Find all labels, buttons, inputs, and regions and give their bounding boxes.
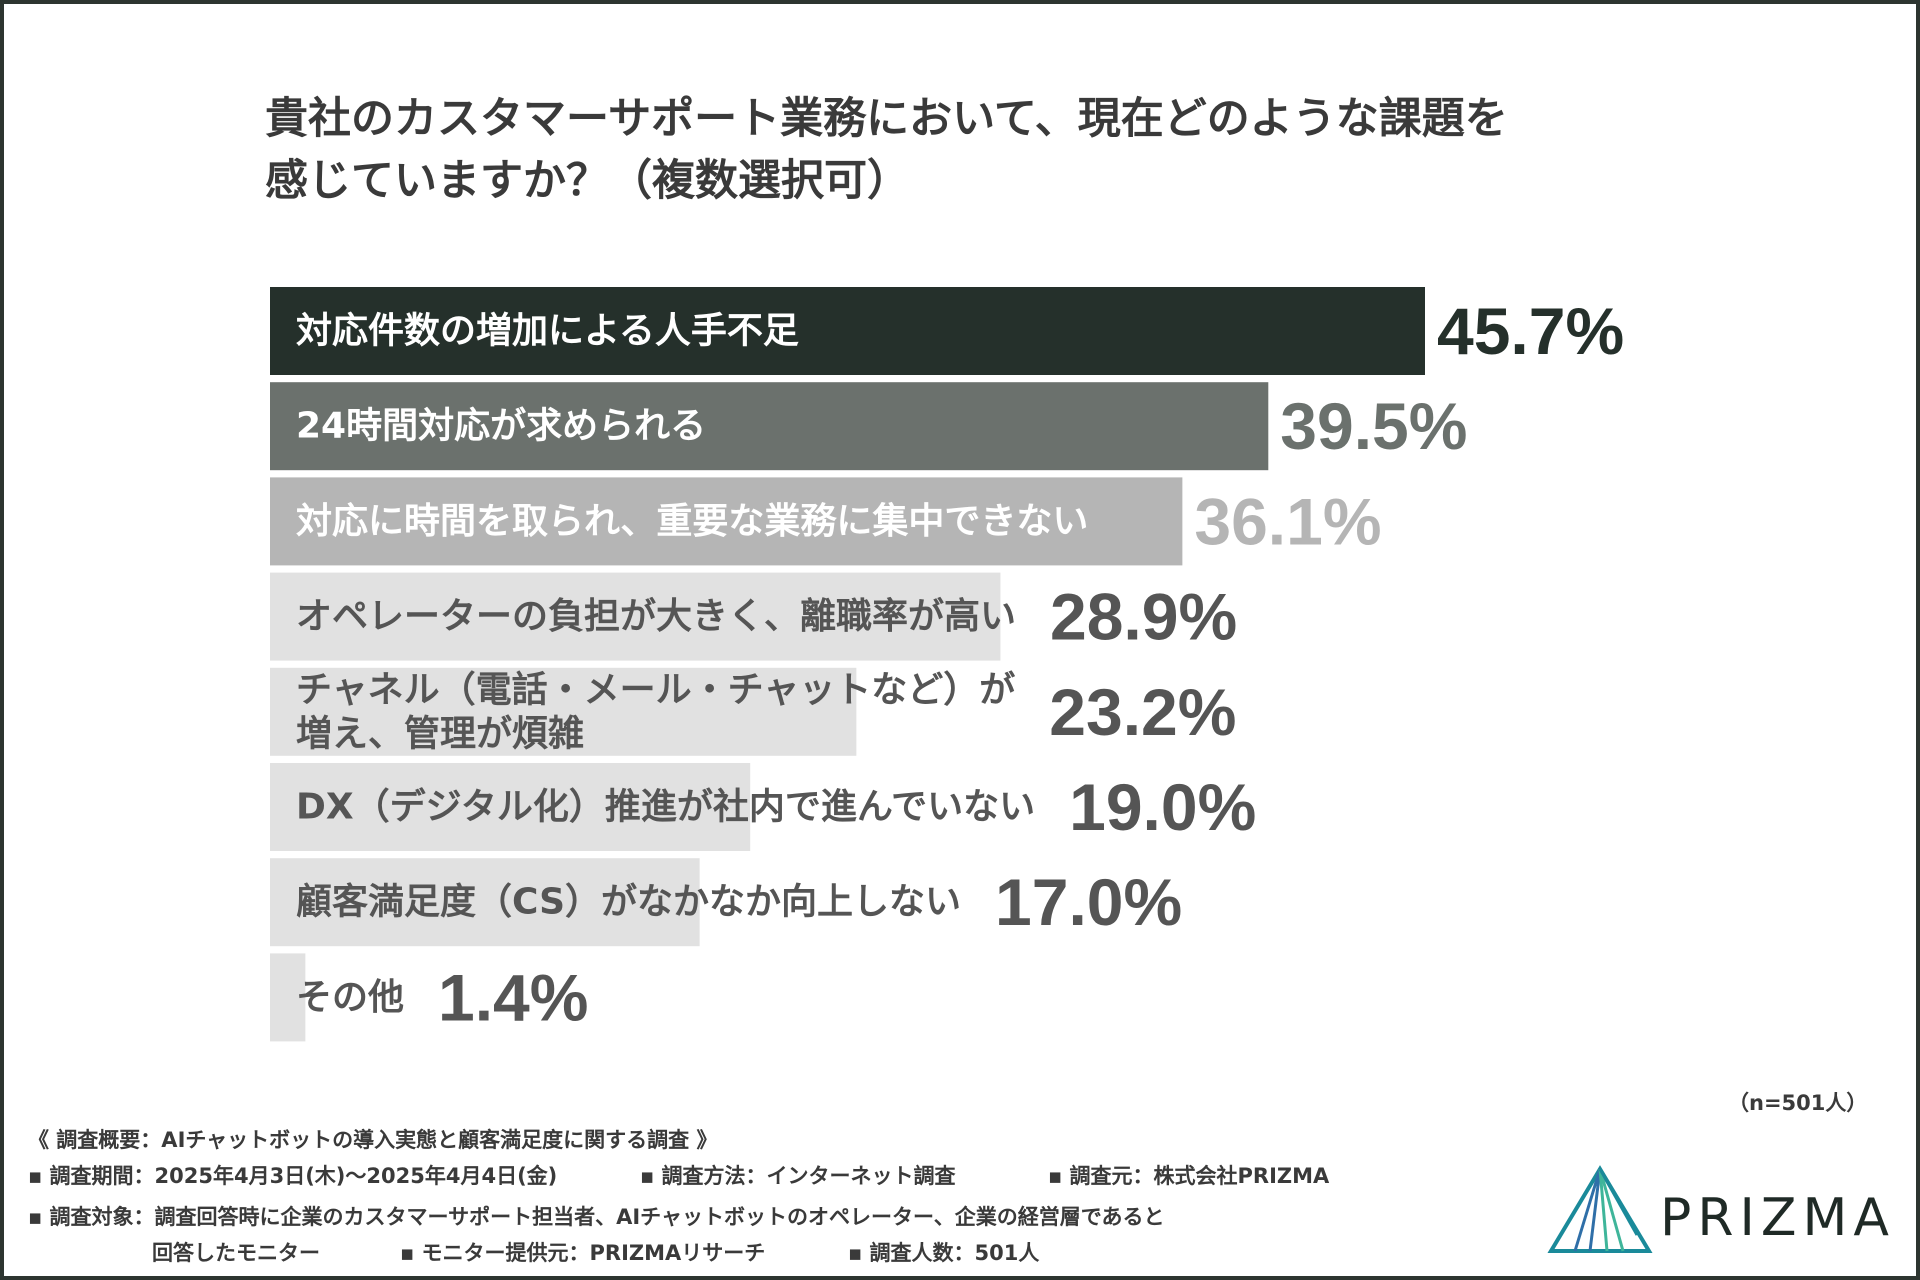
survey-source: ▪ 調査元：株式会社PRIZMA (1048, 1164, 1330, 1188)
bar-chart: 対応件数の増加による人手不足 45.7% 24時間対応が求められる 39.5% 対応に時… (270, 287, 1624, 1042)
bar-2 (270, 382, 1269, 471)
bar-3 (270, 477, 1183, 566)
chart-title: 貴社のカスタマーサポート業務において、現在どのような課題を 感じていますか？（複… (265, 88, 1715, 212)
category-label-7: 顧客満足度（CS）がなかなか向上しない (296, 882, 961, 923)
survey-count: ▪ 調査人数：501人 (848, 1241, 1040, 1265)
bar-7 (270, 858, 700, 947)
category-label-1: 対応件数の増加による人手不足 (296, 311, 799, 352)
brand-name: PRIZMA (1660, 1188, 1895, 1248)
category-label-5-line-2: 増え、管理が煩雑 (296, 713, 584, 754)
sample-size-label: （n=501人） (1728, 1091, 1868, 1115)
category-label-4: オペレーターの負担が大きく、離職率が高い (296, 596, 1016, 637)
category-label-3: 対応に時間を取られ、重要な業務に集中できない (296, 501, 1088, 542)
category-label-6: DX（デジタル化）推進が社内で進んでいない (296, 786, 1035, 828)
bar-4 (270, 572, 1001, 661)
value-label-2: 39.5% (1280, 389, 1467, 463)
value-label-1: 45.7% (1437, 294, 1624, 368)
survey-period: ▪ 調査期間：2025年4月3日(木)〜2025年4月4日(金) (28, 1164, 558, 1188)
monitor-provider: ▪ モニター提供元：PRIZMAリサーチ (400, 1241, 766, 1265)
survey-target: ▪ 調査対象：調査回答時に企業のカスタマーサポート担当者、AIチャットボットのオ… (28, 1205, 1165, 1229)
chart-title-line-2: 感じていますか？（複数選択可） (265, 156, 910, 206)
value-label-5: 23.2% (1049, 675, 1236, 749)
survey-target-continued: 回答したモニター (152, 1241, 320, 1265)
prism-triangle-icon (1547, 1165, 1653, 1253)
value-label-8: 1.4% (438, 960, 588, 1034)
bar-8 (270, 953, 306, 1042)
chart-title-line-1: 貴社のカスタマーサポート業務において、現在どのような課題を (265, 94, 1508, 144)
bar-5 (270, 667, 857, 756)
survey-overview-heading: 《 調査概要：AIチャットボットの導入実態と顧客満足度に関する調査 》 (28, 1128, 718, 1152)
bar-1 (270, 287, 1425, 375)
value-label-4: 28.9% (1050, 580, 1237, 654)
bar-6 (270, 763, 751, 851)
category-label-2: 24時間対応が求められる (296, 406, 706, 447)
category-label-5-line-1: チャネル（電話・メール・チャットなど）が (296, 669, 1015, 710)
value-label-3: 36.1% (1194, 484, 1381, 558)
value-label-7: 17.0% (995, 865, 1182, 939)
category-label-8: その他 (296, 977, 404, 1018)
survey-method: ▪ 調査方法：インターネット調査 (640, 1164, 956, 1188)
value-label-6: 19.0% (1069, 770, 1256, 844)
